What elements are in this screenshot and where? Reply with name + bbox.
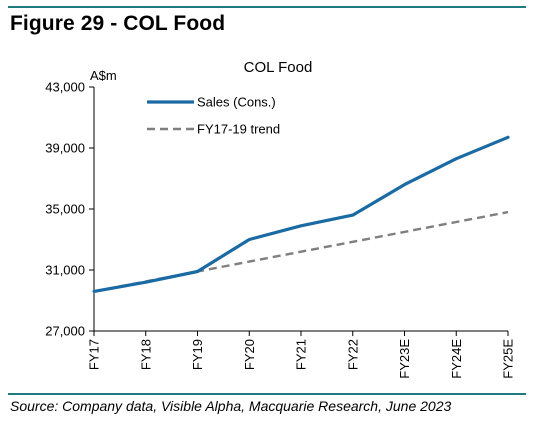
series-layer xyxy=(92,135,510,293)
source-note: Source: Company data, Visible Alpha, Mac… xyxy=(10,398,452,414)
top-rule xyxy=(8,6,526,8)
line-chart: COL Food A$m 27,000 31,000 35,000 39,000 43,… xyxy=(45,59,515,379)
axes: 27,000 31,000 35,000 39,000 43,000 FY17 FY18 FY… xyxy=(45,80,515,379)
y-tick-label: 43,000 xyxy=(45,80,85,95)
x-tick-label: FY19 xyxy=(190,339,205,370)
y-axis-unit-label: A$m xyxy=(90,68,117,83)
bottom-rule xyxy=(8,393,526,395)
y-tick-label: 31,000 xyxy=(45,263,85,278)
legend-label: FY17-19 trend xyxy=(197,122,280,137)
x-tick-label: FY22 xyxy=(345,339,360,370)
x-tick-label: FY25E xyxy=(501,339,516,379)
x-tick-label: FY23E xyxy=(397,339,412,379)
legend: Sales (Cons.) FY17-19 trend xyxy=(147,95,280,137)
x-tick-label: FY20 xyxy=(242,339,257,370)
x-tick-label: FY21 xyxy=(294,339,309,370)
sales-series-line xyxy=(92,135,510,293)
legend-label: Sales (Cons.) xyxy=(197,95,276,110)
y-tick-label: 39,000 xyxy=(45,141,85,156)
x-tick-label: FY18 xyxy=(138,339,153,370)
y-tick-label: 35,000 xyxy=(45,202,85,217)
chart-title: COL Food xyxy=(244,59,313,76)
x-tick-label: FY17 xyxy=(87,339,102,370)
x-tick-label: FY24E xyxy=(449,339,464,379)
figure-title: Figure 29 - COL Food xyxy=(10,12,226,35)
y-tick-label: 27,000 xyxy=(45,324,85,339)
